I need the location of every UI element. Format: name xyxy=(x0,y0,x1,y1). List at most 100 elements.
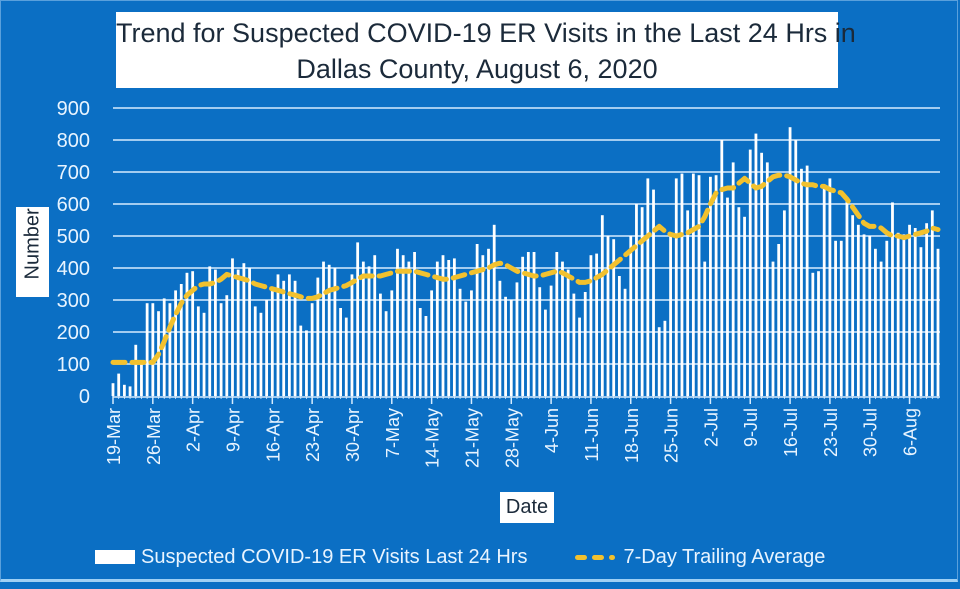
x-tick-label: 7-May xyxy=(383,408,403,458)
bar xyxy=(549,285,553,396)
bar xyxy=(669,236,672,396)
bar xyxy=(128,386,132,396)
x-axis: 19-Mar 26-Mar 2-Apr 9-Apr 16-Apr 23-Apr 30-Apr… xyxy=(104,396,940,468)
bar xyxy=(851,215,855,396)
bar xyxy=(384,311,388,396)
bar xyxy=(720,140,724,396)
bar xyxy=(344,317,348,396)
bar-series xyxy=(111,127,940,396)
bar xyxy=(771,261,775,396)
x-tick-label: 9-Jul xyxy=(741,408,761,447)
bar xyxy=(464,301,468,396)
y-tick-label: 0 xyxy=(79,386,90,408)
bar xyxy=(777,244,781,396)
bar xyxy=(908,224,911,396)
bar xyxy=(674,178,678,396)
bar xyxy=(111,383,115,396)
bar xyxy=(435,261,439,396)
bar xyxy=(208,266,212,396)
bar xyxy=(498,280,502,396)
x-tick-label: 16-Jul xyxy=(781,408,801,457)
bar xyxy=(379,293,382,396)
bar xyxy=(481,255,485,396)
bar xyxy=(765,162,769,396)
bar xyxy=(896,232,900,396)
bar xyxy=(538,287,542,396)
bar xyxy=(839,240,843,396)
bar xyxy=(270,287,274,396)
bar xyxy=(919,247,923,396)
bar xyxy=(293,280,297,396)
y-axis-label: Number xyxy=(21,208,44,280)
x-tick-label: 6-Aug xyxy=(901,408,921,456)
bar xyxy=(583,292,587,396)
bar xyxy=(862,234,866,396)
bar xyxy=(248,268,251,396)
bar xyxy=(327,264,331,396)
bar xyxy=(646,178,650,396)
bar xyxy=(617,276,621,396)
bar xyxy=(475,244,479,396)
bar xyxy=(134,344,138,396)
bar xyxy=(396,248,399,396)
y-axis-label-box: Number xyxy=(16,207,49,297)
bar xyxy=(822,186,826,396)
x-tick-label: 30-Jul xyxy=(861,408,881,457)
bar xyxy=(691,173,695,396)
bar xyxy=(487,248,490,396)
x-tick-label: 30-Apr xyxy=(343,408,363,462)
bar xyxy=(265,300,269,396)
bar xyxy=(697,175,701,396)
bar xyxy=(168,303,172,396)
bar xyxy=(122,384,126,396)
bar xyxy=(561,261,564,396)
bar xyxy=(492,224,496,396)
y-tick-label: 200 xyxy=(57,322,90,344)
x-tick-label: 19-Mar xyxy=(104,408,124,465)
bar xyxy=(339,308,342,396)
y-tick-label: 400 xyxy=(57,258,90,280)
bar xyxy=(936,248,940,396)
bar xyxy=(879,261,883,396)
bar xyxy=(828,178,832,396)
y-tick-label: 800 xyxy=(57,130,90,152)
bar xyxy=(407,261,411,396)
average-line-series xyxy=(110,172,941,365)
bar xyxy=(868,236,872,396)
bar xyxy=(566,269,570,396)
bar xyxy=(214,269,217,396)
bar xyxy=(600,215,604,396)
bar xyxy=(305,330,308,396)
chart-title: Trend for Suspected COVID-19 ER Visits i… xyxy=(116,12,856,88)
x-tick-label: 9-Apr xyxy=(223,408,243,452)
bar xyxy=(356,242,360,396)
bar xyxy=(714,175,718,396)
bar xyxy=(287,274,291,396)
legend-line-label: 7-Day Trailing Average xyxy=(623,545,826,568)
x-tick-label: 2-Jul xyxy=(701,408,721,447)
bar xyxy=(686,210,690,396)
bar xyxy=(447,260,451,396)
bar xyxy=(800,168,803,396)
bar xyxy=(174,290,177,396)
bar xyxy=(299,325,303,396)
bar xyxy=(845,197,849,396)
bar xyxy=(544,309,547,396)
legend-bar-swatch xyxy=(95,550,135,564)
x-tick-label: 23-Apr xyxy=(303,408,323,462)
bar xyxy=(657,327,661,396)
bar xyxy=(310,303,314,396)
chart-title-line-2: Dallas County, August 6, 2020 xyxy=(296,54,658,84)
x-tick-label: 28-May xyxy=(502,408,522,468)
bar xyxy=(743,216,746,396)
bar xyxy=(930,210,934,396)
bar xyxy=(515,282,519,396)
bar xyxy=(782,210,786,396)
x-tick-label: 25-Jun xyxy=(662,408,682,463)
bar xyxy=(185,272,189,396)
bar xyxy=(367,266,371,396)
legend-line-swatch xyxy=(575,552,619,562)
bar xyxy=(703,261,707,396)
bar xyxy=(748,149,752,396)
